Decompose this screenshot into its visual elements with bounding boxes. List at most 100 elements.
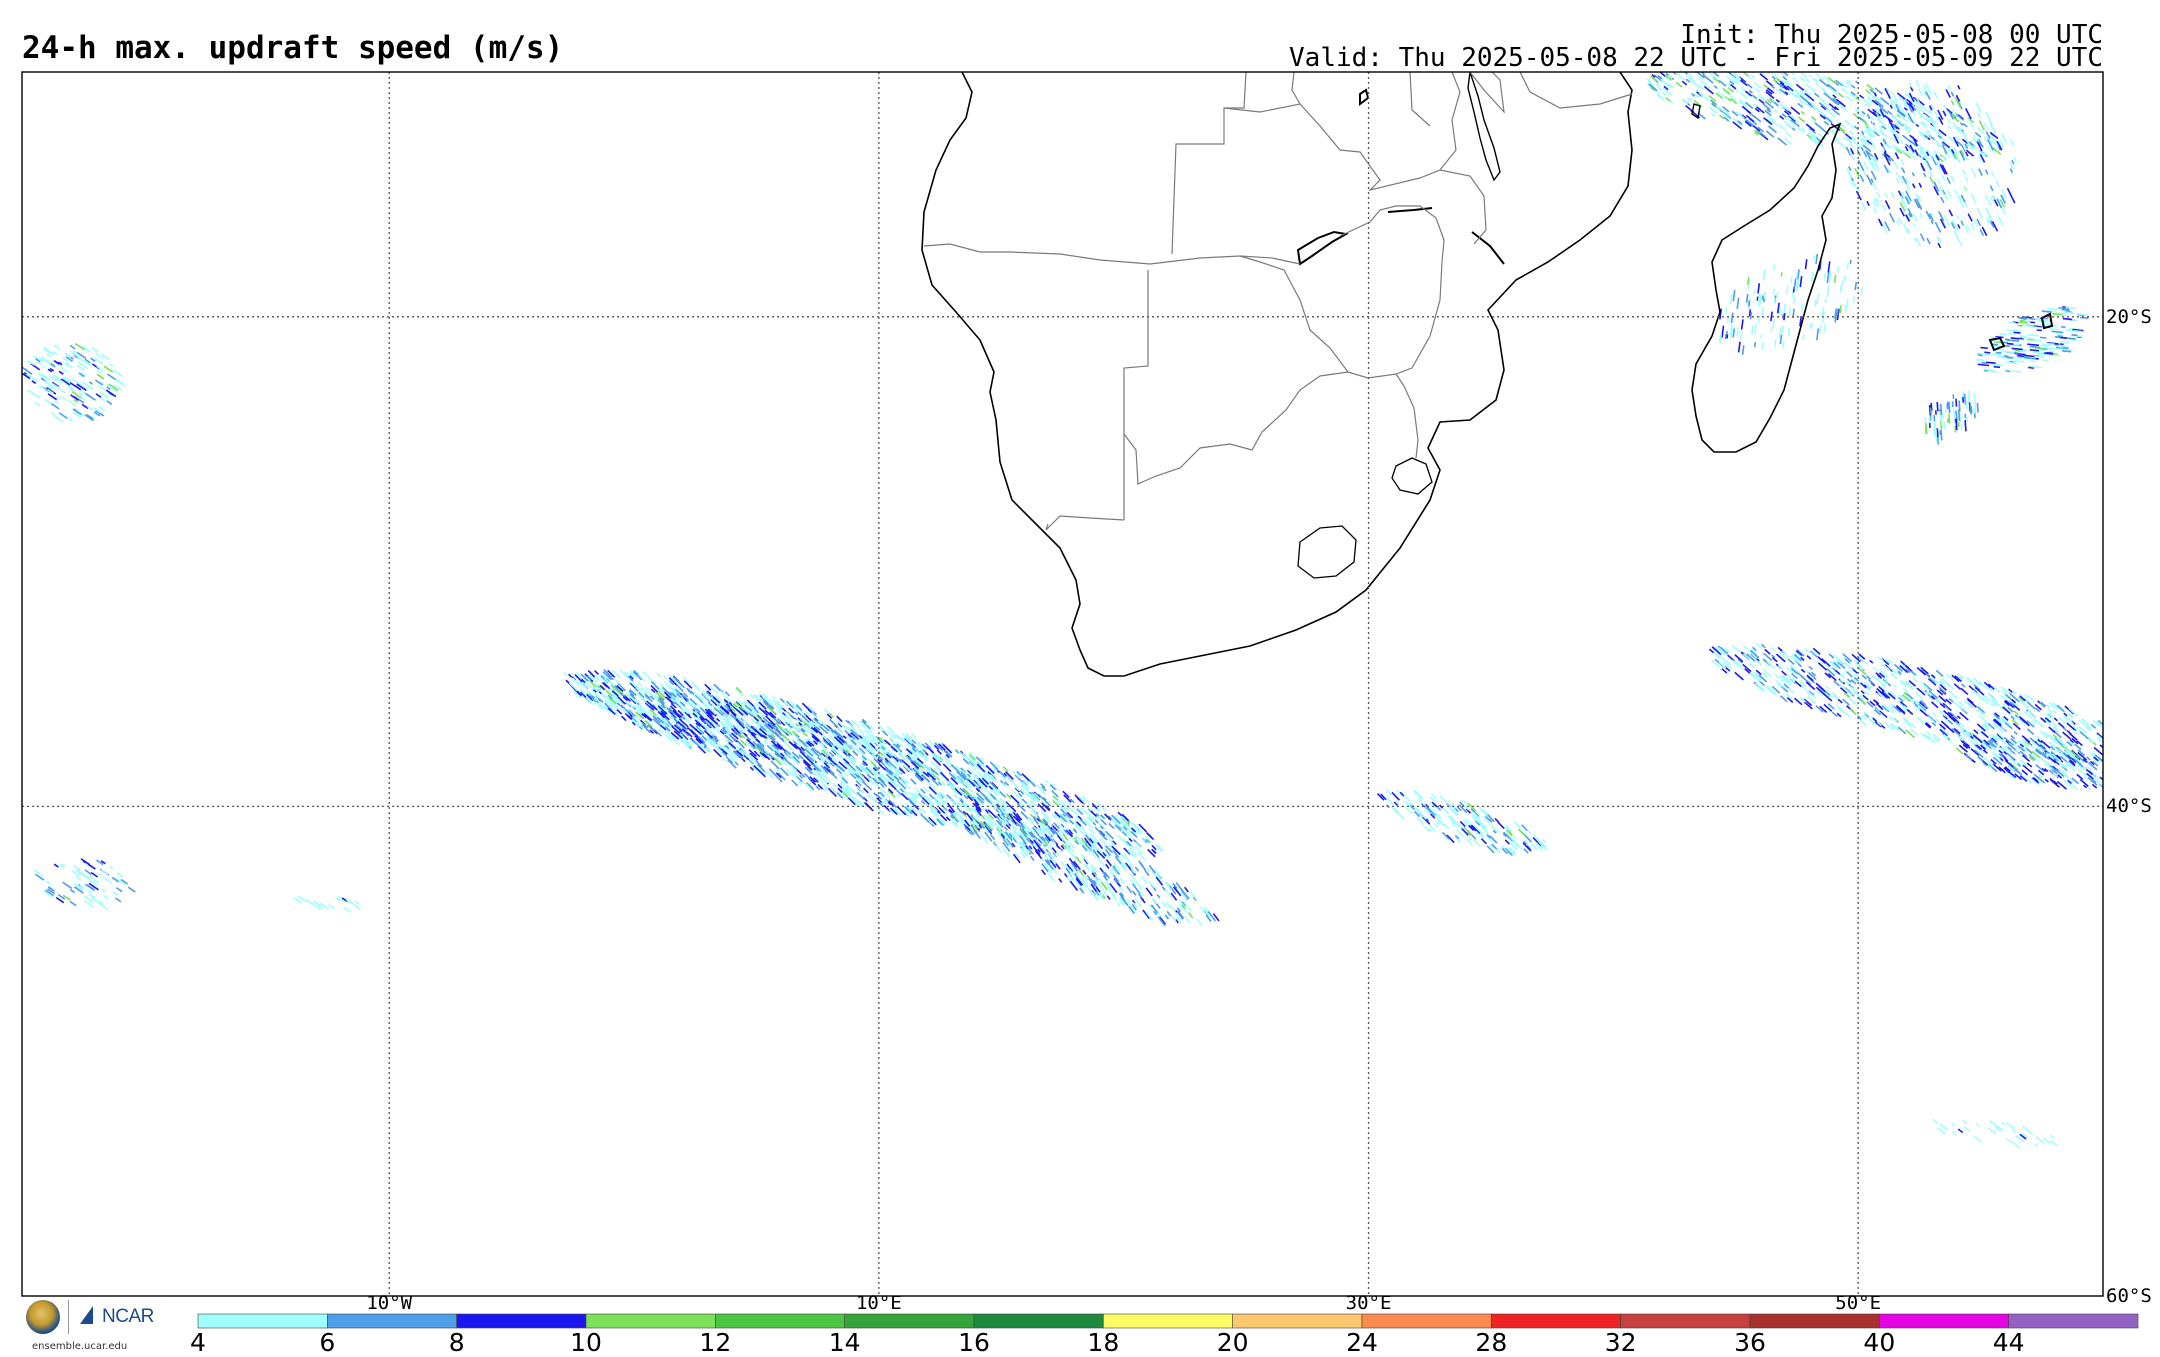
updraft-cell	[1901, 160, 1904, 166]
updraft-cell	[2047, 705, 2050, 708]
updraft-cell	[1171, 915, 1176, 922]
updraft-cell	[1764, 269, 1765, 280]
updraft-cell	[1891, 673, 1897, 678]
updraft-cell	[1817, 293, 1818, 304]
updraft-cell	[2044, 353, 2053, 354]
updraft-cell	[1816, 254, 1817, 264]
updraft-cell	[1916, 80, 1919, 87]
updraft-cell	[1955, 136, 1960, 140]
updraft-cell	[44, 349, 54, 356]
updraft-cell	[1962, 684, 1966, 687]
updraft-cell	[1098, 858, 1105, 867]
updraft-cell	[2012, 348, 2023, 349]
updraft-cell	[116, 380, 126, 387]
updraft-cell	[1891, 192, 1894, 198]
updraft-cell	[2003, 351, 2014, 352]
updraft-cell	[1793, 78, 1799, 83]
updraft-cell	[1919, 183, 1921, 187]
updraft-cell	[2066, 330, 2074, 331]
updraft-cell	[1959, 702, 1963, 705]
updraft-cell	[1975, 132, 1981, 137]
updraft-cell	[2042, 311, 2051, 312]
updraft-cell	[1759, 294, 1760, 302]
updraft-cell	[1443, 809, 1448, 815]
updraft-cell	[1980, 229, 1983, 235]
updraft-cell	[1873, 182, 1877, 189]
updraft-cell	[1804, 648, 1809, 652]
updraft-cell	[1924, 173, 1926, 177]
updraft-cell	[1850, 709, 1856, 715]
updraft-cell	[1778, 124, 1785, 130]
updraft-cell	[1752, 325, 1753, 335]
updraft-cell	[1676, 82, 1682, 86]
updraft-cell	[1921, 234, 1925, 241]
updraft-cell	[1771, 85, 1775, 88]
updraft-cell	[2124, 755, 2129, 759]
updraft-cell	[2054, 718, 2057, 721]
updraft-cell	[1997, 365, 2004, 366]
updraft-cell	[955, 750, 959, 754]
updraft-cell	[1392, 792, 1399, 800]
updraft-cell	[1853, 297, 1854, 304]
updraft-cell	[1976, 103, 1981, 113]
updraft-cell	[2080, 317, 2088, 318]
updraft-cell	[2014, 158, 2016, 162]
updraft-cell	[2041, 346, 2047, 347]
updraft-cell	[1754, 289, 1755, 293]
updraft-cell	[1070, 808, 1077, 815]
updraft-cell	[2027, 344, 2039, 345]
updraft-cell	[2024, 358, 2036, 359]
updraft-cell	[1031, 856, 1034, 860]
updraft-cell	[2002, 134, 2007, 143]
updraft-cell	[1874, 93, 1876, 97]
updraft-cell	[2077, 774, 2083, 779]
updraft-cell	[1871, 179, 1873, 183]
updraft-cell	[1825, 298, 1826, 302]
updraft-cell	[2013, 691, 2016, 694]
updraft-cell	[1861, 691, 1864, 694]
updraft-cell	[2063, 728, 2066, 731]
updraft-cell	[1711, 113, 1715, 116]
updraft-cell	[89, 382, 92, 384]
updraft-cell	[1949, 402, 1950, 413]
updraft-cell	[2022, 325, 2033, 326]
updraft-cell	[107, 401, 112, 405]
updraft-cell	[2007, 344, 2013, 345]
updraft-cell	[2014, 332, 2021, 333]
updraft-cell	[1826, 686, 1831, 690]
updraft-cell	[1709, 649, 1713, 653]
updraft-cell	[2050, 780, 2059, 788]
updraft-cell	[1171, 893, 1176, 900]
updraft-cell	[1984, 123, 1988, 130]
updraft-cell	[1866, 90, 1871, 94]
updraft-cell	[2048, 308, 2058, 309]
updraft-cell	[1732, 660, 1739, 667]
updraft-cell	[1811, 117, 1816, 121]
updraft-cell	[1878, 120, 1886, 127]
updraft-cell	[1862, 202, 1866, 210]
updraft-cell	[1737, 328, 1738, 336]
updraft-cell	[2049, 355, 2061, 356]
updraft-cell	[1956, 399, 1957, 407]
updraft-cell	[1778, 303, 1779, 313]
updraft-cell	[1766, 131, 1774, 137]
updraft-cell	[1937, 402, 1938, 411]
updraft-cell	[1682, 100, 1687, 104]
updraft-cell	[1021, 812, 1029, 820]
updraft-cell	[1972, 760, 1975, 763]
updraft-cell	[1932, 723, 1935, 726]
updraft-cell	[1979, 120, 1984, 130]
updraft-cell	[1927, 732, 1931, 735]
updraft-cell	[1414, 790, 1422, 798]
updraft-cell	[1800, 78, 1805, 82]
updraft-cell	[2003, 704, 2006, 707]
updraft-cell	[1053, 840, 1056, 844]
updraft-cell	[940, 772, 948, 780]
updraft-cell	[1954, 684, 1960, 690]
updraft-cell	[1876, 703, 1881, 707]
updraft-cell	[1727, 334, 1728, 338]
updraft-cell	[1765, 649, 1770, 654]
updraft-cell	[1146, 888, 1152, 896]
updraft-cell	[937, 750, 941, 754]
updraft-cell	[1913, 184, 1915, 188]
